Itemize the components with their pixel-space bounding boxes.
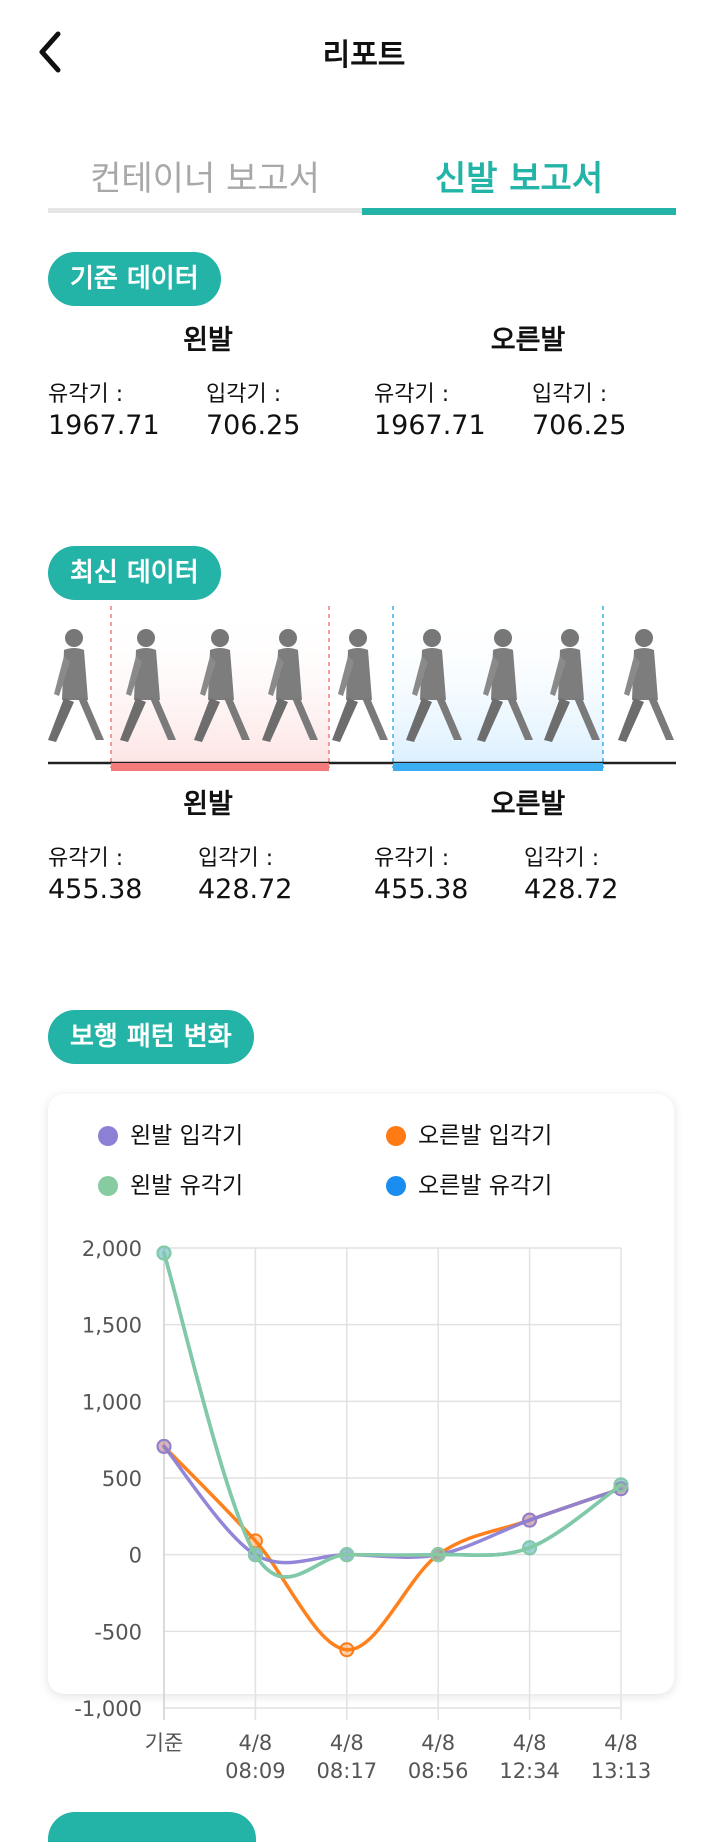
latest-data-pill: 최신 데이터 xyxy=(48,546,221,600)
y-tick-label: 1,500 xyxy=(82,1314,142,1338)
latest-left-swing-label: 유각기 : xyxy=(48,846,124,871)
baseline-data-block: 왼발 오른발 유각기 : 1967.71 입각기 : 706.25 유각기 : … xyxy=(48,318,676,441)
latest-right-title: 오른발 xyxy=(490,789,566,820)
legend-item-left-stance[interactable]: 왼발 입각기 xyxy=(98,1116,243,1150)
legend-dot-icon xyxy=(386,1176,406,1196)
baseline-left-title: 왼발 xyxy=(183,325,233,356)
x-tick-label: 기준 xyxy=(145,1731,184,1755)
data-point xyxy=(339,1642,355,1658)
latest-left-title: 왼발 xyxy=(183,789,233,820)
legend-dot-icon xyxy=(98,1126,118,1146)
legend-item-right-swing[interactable]: 오른발 유각기 xyxy=(386,1166,552,1200)
baseline-right-stance-value: 706.25 xyxy=(532,410,627,441)
data-point xyxy=(156,1438,172,1454)
header: 리포트 xyxy=(0,0,728,106)
legend-dot-icon xyxy=(386,1126,406,1146)
tab-container-report[interactable]: 컨테이너 보고서 xyxy=(48,150,362,213)
x-tick-label: 4/8 12:34 xyxy=(499,1731,560,1783)
x-tick-label: 4/8 13:13 xyxy=(591,1731,652,1783)
latest-right-swing-label: 유각기 : xyxy=(374,846,450,871)
chart-card xyxy=(48,1094,674,1694)
baseline-right-swing-label: 유각기 : xyxy=(374,382,450,407)
x-tick-label: 4/8 08:17 xyxy=(317,1731,378,1783)
latest-left-stance-label: 입각기 : xyxy=(198,846,274,871)
baseline-right-stance-label: 입각기 : xyxy=(532,382,608,407)
series-line xyxy=(162,1251,623,1579)
data-point xyxy=(613,1477,629,1493)
page-title: 리포트 xyxy=(322,38,406,73)
data-point xyxy=(156,1245,172,1261)
chevron-left-icon xyxy=(39,31,61,73)
latest-data-block: 왼발 오른발 유각기 : 455.38 입각기 : 428.72 유각기 : 4… xyxy=(48,782,676,905)
baseline-right-swing-value: 1967.71 xyxy=(374,410,486,441)
chart-legend: 왼발 입각기 오른발 입각기 왼발 유각기 오른발 유각기 xyxy=(0,1094,728,1214)
baseline-left-stance-label: 입각기 : xyxy=(206,382,282,407)
baseline-left-stance-value: 706.25 xyxy=(206,410,301,441)
baseline-data-pill: 기준 데이터 xyxy=(48,252,221,306)
baseline-left-swing-value: 1967.71 xyxy=(48,410,160,441)
legend-item-right-stance[interactable]: 오른발 입각기 xyxy=(386,1116,552,1150)
y-tick-label: 2,000 xyxy=(82,1237,142,1261)
latest-left-stance-value: 428.72 xyxy=(198,874,293,905)
walking-illustration xyxy=(48,606,676,771)
y-tick-label: -500 xyxy=(94,1620,142,1644)
latest-right-stance-value: 428.72 xyxy=(524,874,619,905)
report-tabs: 컨테이너 보고서 신발 보고서 xyxy=(48,150,676,215)
baseline-left-swing-label: 유각기 : xyxy=(48,382,124,407)
series-line xyxy=(162,1444,623,1652)
tab-shoe-report[interactable]: 신발 보고서 xyxy=(362,150,676,215)
data-point xyxy=(430,1547,446,1563)
latest-left-swing-value: 455.38 xyxy=(48,874,143,905)
next-section-pill xyxy=(48,1812,256,1842)
data-point xyxy=(522,1540,538,1556)
latest-right-swing-value: 455.38 xyxy=(374,874,469,905)
latest-right-stance-label: 입각기 : xyxy=(524,846,600,871)
legend-dot-icon xyxy=(98,1176,118,1196)
y-tick-label: 1,000 xyxy=(82,1390,142,1414)
y-tick-label: 0 xyxy=(129,1544,142,1568)
data-point xyxy=(522,1512,538,1528)
back-button[interactable] xyxy=(30,24,74,80)
x-tick-label: 4/8 08:56 xyxy=(408,1731,469,1783)
x-tick-label: 4/8 08:09 xyxy=(225,1731,286,1783)
legend-item-left-swing[interactable]: 왼발 유각기 xyxy=(98,1166,243,1200)
data-point xyxy=(339,1547,355,1563)
data-point xyxy=(247,1547,263,1563)
y-tick-label: 500 xyxy=(102,1467,142,1491)
series-line xyxy=(162,1251,623,1579)
pattern-change-pill: 보행 패턴 변화 xyxy=(48,1010,254,1064)
y-tick-label: -1,000 xyxy=(74,1697,142,1721)
baseline-right-title: 오른발 xyxy=(490,325,566,356)
